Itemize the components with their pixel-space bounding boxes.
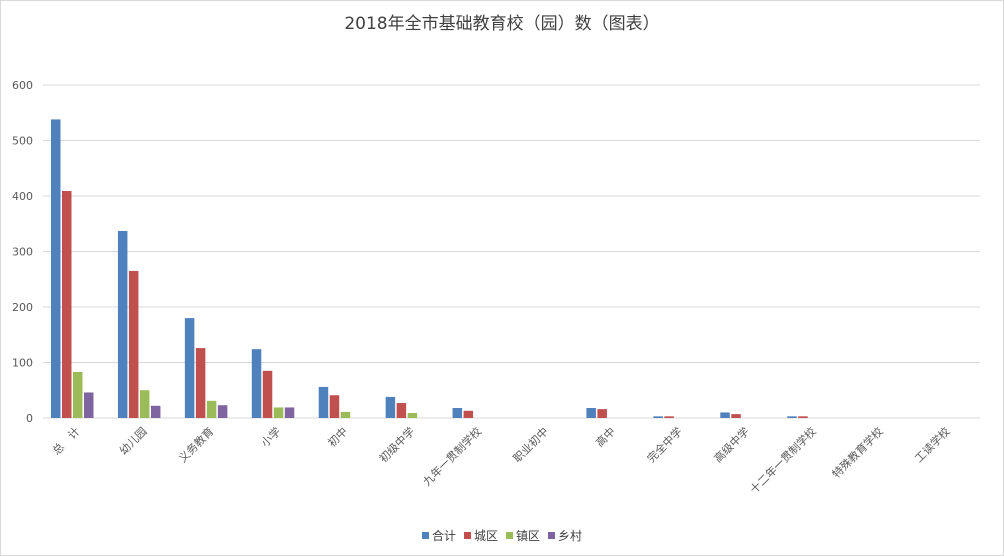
x-category-label: 职业初中 xyxy=(510,424,551,465)
y-tick-label: 200 xyxy=(12,301,33,314)
bar-3-4 xyxy=(273,407,284,418)
y-tick-label: 500 xyxy=(12,135,33,148)
bar-3-2 xyxy=(139,390,150,418)
bar-2-7 xyxy=(463,410,474,418)
bar-3-6 xyxy=(407,413,418,418)
bar-1-11 xyxy=(720,412,730,418)
bar-3-1 xyxy=(73,371,83,418)
bar-1-1 xyxy=(51,119,61,418)
legend-label: 乡村 xyxy=(558,529,583,543)
y-tick-label: 600 xyxy=(12,79,33,92)
x-category-label: 总 计 xyxy=(49,424,82,457)
bar-4-1 xyxy=(84,392,94,418)
legend-item-4: 乡村 xyxy=(548,527,582,544)
bar-1-9 xyxy=(586,408,596,418)
bar-1-10 xyxy=(653,416,663,418)
legend-label: 镇区 xyxy=(516,529,541,543)
bar-3-3 xyxy=(206,400,217,418)
legend-label: 城区 xyxy=(473,529,498,543)
legend-item-1: 合计 xyxy=(421,527,456,544)
x-category-label: 初中 xyxy=(325,424,350,449)
legend-swatch xyxy=(548,532,556,539)
bar-1-12 xyxy=(787,416,797,418)
x-category-label: 九年一贯制学校 xyxy=(420,424,484,488)
legend-swatch xyxy=(506,532,513,539)
bar-2-11 xyxy=(731,414,741,418)
bar-4-4 xyxy=(284,407,295,418)
legend-swatch xyxy=(463,532,471,539)
chart-title: 2018年全市基础教育校（园）数（图表） xyxy=(344,14,660,34)
y-tick-label: 400 xyxy=(12,190,33,203)
bar-2-3 xyxy=(195,348,206,418)
x-category-label: 高中 xyxy=(593,424,618,449)
bar-2-4 xyxy=(262,370,273,418)
bar-1-6 xyxy=(385,396,396,418)
bar-1-7 xyxy=(452,408,463,418)
bar-1-2 xyxy=(117,230,128,418)
x-category-label: 工读学校 xyxy=(912,424,953,465)
legend-item-2: 城区 xyxy=(463,527,498,544)
x-category-label: 高级中学 xyxy=(711,424,752,465)
x-category-label: 小学 xyxy=(258,424,283,449)
bar-2-2 xyxy=(128,270,139,418)
chart-legend: 合计 城区 镇区 乡村 xyxy=(0,527,1004,544)
bar-2-12 xyxy=(798,416,808,418)
bar-1-3 xyxy=(184,318,195,418)
x-category-label: 特殊教育学校 xyxy=(829,424,886,481)
bar-1-5 xyxy=(318,386,329,418)
legend-swatch xyxy=(421,532,429,539)
y-tick-label: 300 xyxy=(12,246,33,259)
bar-4-3 xyxy=(217,405,228,418)
bar-3-5 xyxy=(340,411,351,418)
legend-label: 合计 xyxy=(431,529,456,543)
bar-2-9 xyxy=(597,409,607,418)
bar-1-4 xyxy=(251,349,262,418)
bar-2-6 xyxy=(396,403,407,418)
x-category-label: 义务教育 xyxy=(175,424,216,465)
x-category-label: 初级中学 xyxy=(376,424,417,465)
bar-2-1 xyxy=(62,191,72,418)
bar-4-2 xyxy=(150,405,161,418)
x-category-label: 完全中学 xyxy=(644,424,685,465)
x-category-label: 幼儿园 xyxy=(117,425,150,458)
y-tick-label: 100 xyxy=(12,357,33,370)
bar-2-10 xyxy=(664,416,674,418)
legend-item-3: 镇区 xyxy=(506,527,540,544)
bar-2-5 xyxy=(329,395,340,418)
y-tick-label: 0 xyxy=(26,412,33,425)
x-category-label: 十二年一贯制学校 xyxy=(747,424,819,496)
